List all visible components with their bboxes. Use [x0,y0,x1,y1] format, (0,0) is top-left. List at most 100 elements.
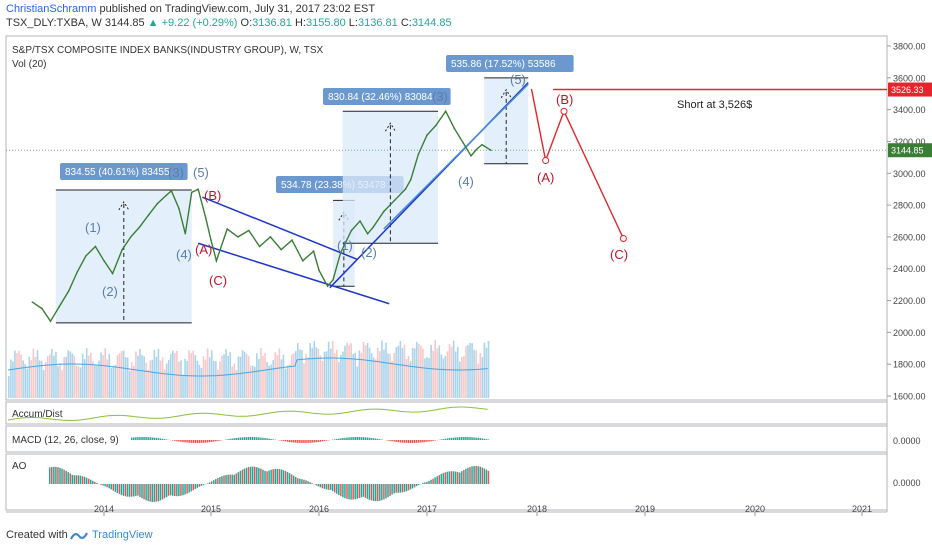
ao-bar [120,484,123,496]
volume-bar [184,358,186,398]
macd-bar [192,440,194,443]
ao-bar [237,472,240,484]
ao-bar [174,484,176,497]
ao-bar [272,469,274,484]
ao-bar [432,478,434,484]
price-point [58,306,60,308]
x-tick-label: 2014 [94,504,114,514]
volume-bar [471,343,473,398]
ao-bar [362,484,365,497]
measure-arrow [118,201,130,211]
ao-bar [260,468,262,484]
accum-dist-line [7,406,488,422]
macd-bar [469,437,471,440]
ao-bar [370,484,373,501]
macd-bar [483,438,486,440]
ao-bar [153,484,156,502]
last-price-badge [888,143,932,158]
ao-bar [340,484,342,497]
wave-label-blue: (5) [510,72,526,87]
volume-bar [59,362,61,398]
ao-bar [452,471,455,484]
ao-bar [239,470,242,484]
wave-label-red: (C) [209,273,227,288]
ao-bar [135,484,137,496]
volume-bar [391,361,393,398]
ao-bar [323,484,326,489]
ao-bar [231,474,233,484]
ao-bar [221,476,223,484]
ao-bar [266,471,268,484]
macd-bar [415,440,418,443]
volume-bars [8,340,490,398]
author-link[interactable]: ChristianSchramm [6,3,97,15]
ao-bar [469,466,471,484]
projection-point [619,235,627,242]
price-point [481,143,483,146]
ao-bar [149,484,151,502]
wave-label-blue: (2) [102,284,118,299]
volume-bar [215,361,217,398]
macd-bar [210,440,213,442]
volume-bar [469,343,471,398]
ao-bar [94,481,96,484]
volume-bar [14,350,16,398]
ao-bar [436,476,438,484]
wave-label-blue: (5) [193,165,209,180]
ao-bar [217,478,219,484]
ao-bar [348,484,350,500]
y-tick-label: 3600.00 [893,73,926,83]
macd-bar [153,437,156,440]
ao-bar [374,484,377,502]
volume-bar [307,357,309,398]
macd-bar [403,440,406,443]
macd-bar [477,437,479,440]
volume-bar [167,359,170,398]
macd-bar [454,437,457,440]
ao-bar [276,468,279,484]
macd-bar [159,438,162,440]
ao-bar [169,484,172,496]
volume-bar [225,348,227,398]
macd-bar [336,438,338,440]
macd-bar [377,438,379,440]
ao-bar [67,472,69,484]
volume-bar [327,341,330,398]
volume-bar [133,365,135,398]
volume-bar [169,354,172,398]
ao-bar [75,475,78,484]
y-tick-label: 3000.00 [893,169,926,179]
macd-bar [270,438,272,440]
wave-label-blue: (4) [458,174,474,189]
volume-bar [38,360,41,398]
ao-bar [477,466,479,484]
volume-bar [313,341,316,398]
close-value: 3144.85 [411,17,452,29]
macd-bar [264,438,266,440]
volume-bar [235,369,238,398]
wave-label-red: (A) [195,242,212,257]
ao-bar [155,484,158,502]
volume-bar [112,366,115,398]
volume-bar [411,347,414,398]
macd-bar [473,437,475,440]
volume-bar [407,356,410,398]
price-point [41,307,43,310]
volume-bar [366,342,369,398]
macd-bar [342,438,344,440]
macd-bar [348,437,350,440]
ao-bar [446,471,449,484]
ao-bar [81,476,84,484]
macd-bar [475,437,477,440]
tradingview-brand[interactable]: TradingView [92,529,153,541]
ao-bar [71,474,74,484]
volume-bar [16,353,18,398]
y-tick-label: 2800.00 [893,201,926,211]
volume-bar [198,364,201,398]
macd-bar [317,440,320,442]
macd-bar [401,440,404,443]
volume-bar [221,355,223,398]
ao-bar [338,484,340,496]
volume-bar [174,353,176,398]
